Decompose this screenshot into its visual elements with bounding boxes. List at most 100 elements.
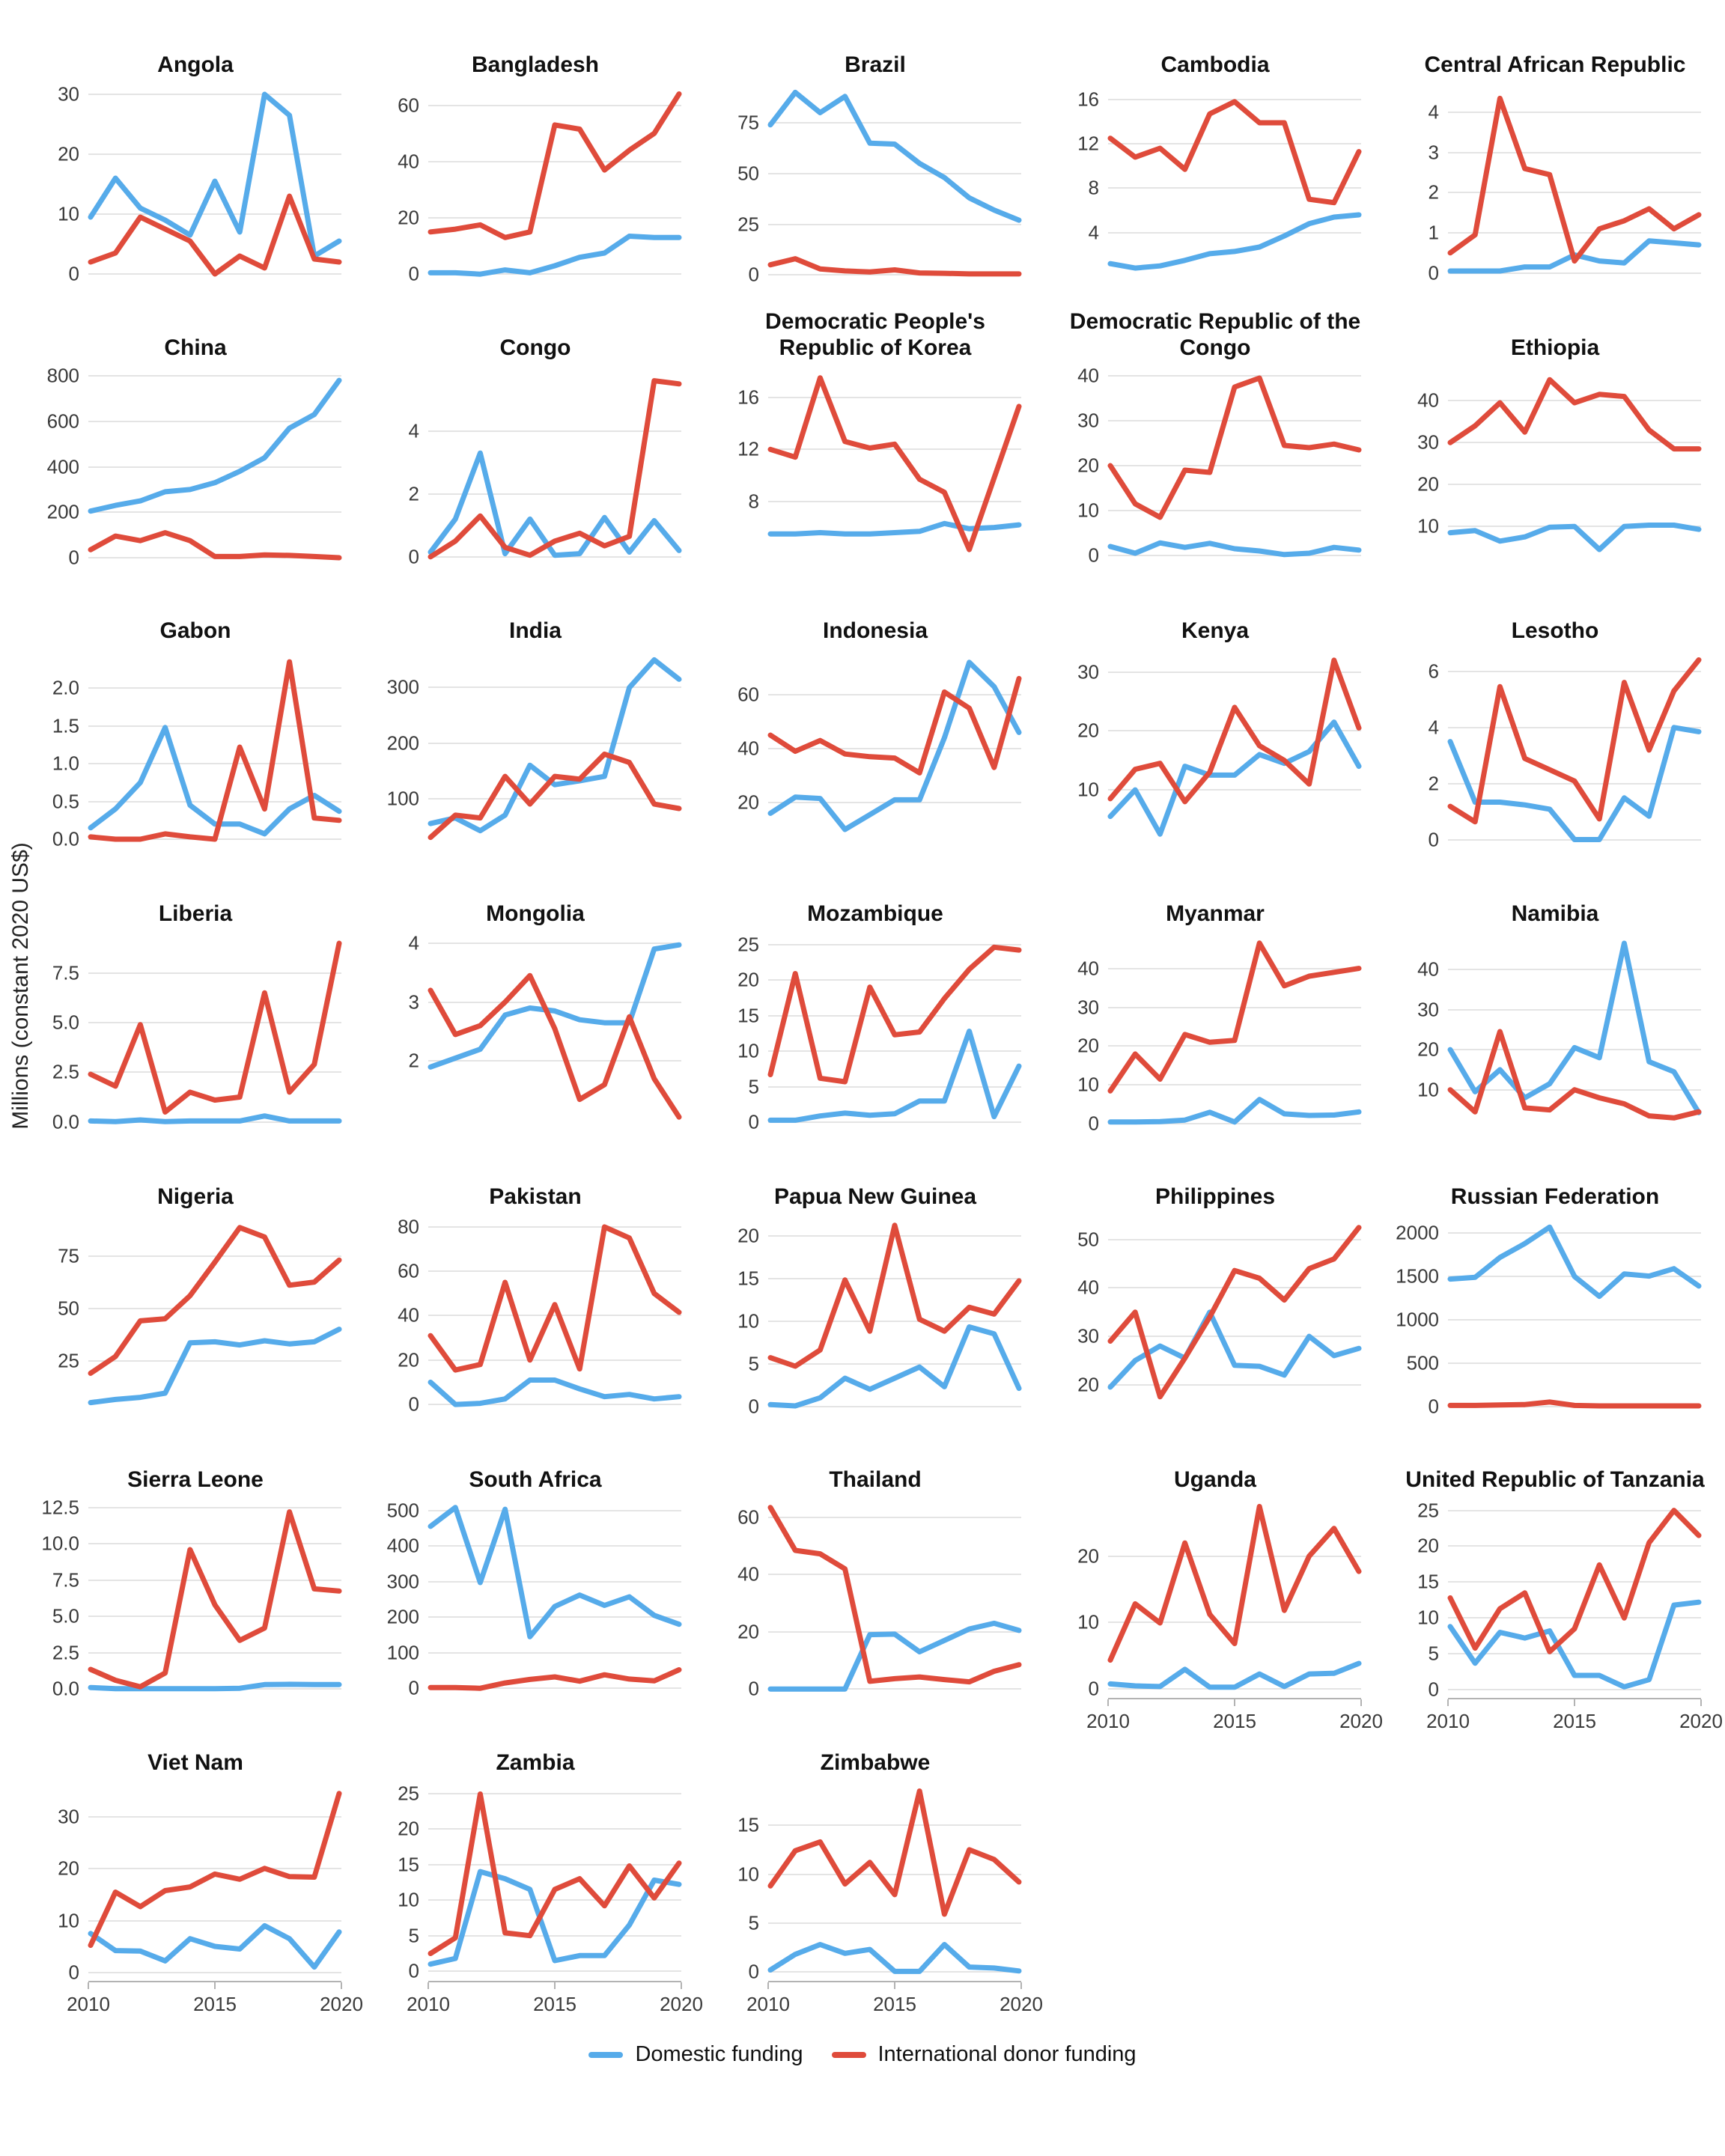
legend: Domestic funding International donor fund… (0, 2042, 1725, 2067)
international-donor-funding-line (428, 1667, 682, 1691)
gridline (88, 1071, 341, 1074)
gridline (1108, 1555, 1361, 1557)
line-chart (1447, 377, 1702, 552)
y-tick-label: 12 (737, 437, 759, 460)
gridline (1448, 272, 1701, 274)
y-tick-label: 20 (737, 791, 759, 814)
y-tick-label: 2.0 (52, 676, 79, 699)
y-tick-label: 5 (408, 1924, 419, 1947)
domestic-funding-line (1107, 212, 1362, 271)
panel-plot: 0 5 10 15 20 25 2010 2015 2020 (398, 1782, 703, 2015)
y-tick-label: 30 (58, 1805, 79, 1828)
gridline (428, 1001, 681, 1003)
domestic-funding-line (428, 942, 682, 1070)
chart-panel: United Republic of Tanzania 0 5 10 15 20 25 201… (1385, 1428, 1725, 1732)
gridline (88, 1359, 341, 1362)
gridline (88, 375, 341, 377)
domestic-funding-line (767, 520, 1022, 537)
gridline (428, 1404, 681, 1406)
x-tick-mark (681, 1982, 682, 1989)
panel-plot: 0.0 0.5 1.0 1.5 2.0 (52, 654, 342, 850)
y-tick-label: 10 (58, 1909, 79, 1931)
panel-title: Cambodia (1160, 52, 1270, 77)
line-chart (767, 660, 1022, 832)
y-tick-label: 25 (58, 1349, 79, 1372)
x-axis-line: 2010 2015 2020 (407, 1981, 703, 2015)
panel-title: Gabon (159, 618, 231, 643)
y-tick-label: 2 (408, 482, 419, 505)
y-tick-label: 50 (1077, 1228, 1099, 1251)
y-tick-label: 30 (1077, 1324, 1099, 1348)
gridline (768, 1517, 1021, 1519)
x-tick-mark (767, 1982, 769, 1989)
chart-panel: South Africa 0 100 200 300 400 500 (365, 1428, 705, 1711)
chart-panel: Kenya 10 20 30 (1045, 579, 1385, 862)
international-donor-funding-line (1107, 1503, 1362, 1663)
y-tick-label: 400 (46, 455, 79, 478)
y-tick-label: 10 (1077, 1073, 1099, 1096)
x-tick-mark (1700, 1699, 1702, 1706)
panel-title: Liberia (158, 901, 233, 926)
x-tick-mark (1447, 1699, 1449, 1706)
line-chart (428, 942, 682, 1120)
y-tick-label: 0 (408, 545, 419, 568)
line-chart (1447, 1224, 1702, 1409)
domestic-funding-line (88, 1681, 342, 1692)
y-tick-label: 5 (748, 1911, 759, 1934)
gridline (88, 1651, 341, 1654)
y-tick-label: 600 (46, 409, 79, 433)
panel-title: Indonesia (822, 618, 928, 643)
panel-plot: 10 20 30 (1077, 654, 1362, 843)
chart-panel: Democratic People's Republic of Korea 8 12… (705, 296, 1045, 579)
gridline (428, 1315, 681, 1317)
gridline (88, 466, 341, 468)
gridline (1108, 1006, 1361, 1008)
gridline (428, 493, 681, 495)
panel-title: Ethiopia (1510, 335, 1600, 360)
y-tick-label: 4 (408, 419, 419, 442)
y-tick-label: 0.0 (52, 1110, 79, 1133)
international-donor-funding-line (428, 378, 682, 560)
x-tick-label: 2015 (873, 1993, 916, 2015)
gridline (768, 223, 1021, 225)
gridline (88, 725, 341, 727)
y-tick-label: 25 (1417, 1499, 1439, 1522)
panel-plot: 0 5 10 15 20 25 2010 2015 2020 (1417, 1499, 1723, 1732)
y-tick-label: 20 (1077, 1544, 1099, 1568)
y-tick-label: 100 (386, 787, 419, 810)
international-donor-funding-line (88, 1509, 342, 1690)
gridline (768, 748, 1021, 749)
panel-title: Viet Nam (147, 1750, 243, 1775)
panel-plot: 0.0 2.5 5.0 7.5 (52, 937, 342, 1133)
y-tick-label: 10 (398, 1888, 419, 1911)
international-donor-funding-line (88, 1791, 342, 1949)
domestic-funding-line (428, 1505, 682, 1639)
y-tick-label: 7.5 (52, 1568, 79, 1592)
y-tick-label: 4 (1428, 100, 1439, 124)
gridline (1448, 1318, 1701, 1321)
line-chart (88, 1509, 342, 1692)
international-donor-funding-line (1447, 1508, 1702, 1654)
x-axis-line: 2010 2015 2020 (1086, 1698, 1383, 1732)
domestic-funding-line (428, 234, 682, 277)
y-tick-label: 500 (1406, 1351, 1439, 1374)
domestic-funding-line (1107, 1097, 1362, 1125)
international-donor-funding-line (767, 1222, 1022, 1369)
line-chart (88, 940, 342, 1124)
y-tick-label: 200 (46, 500, 79, 523)
gridline (428, 797, 681, 800)
panel-title: Sierra Leone (127, 1467, 264, 1492)
international-donor-funding-line (88, 530, 342, 561)
international-donor-funding-line (428, 1224, 682, 1373)
international-donor-funding-line (1447, 657, 1702, 825)
x-axis-line: 2010 2015 2020 (67, 1981, 363, 2015)
y-tick-label: 15 (398, 1853, 419, 1876)
y-tick-label: 10 (737, 1039, 759, 1062)
y-tick-label: 5 (748, 1352, 759, 1375)
panel-grid: Angola 0 10 20 30 Bangladesh 0 20 40 60 Brazil 0 25 5… (25, 13, 1725, 2015)
international-donor-funding-line (767, 375, 1022, 552)
y-tick-label: 20 (58, 142, 79, 165)
line-chart (1447, 657, 1702, 842)
y-tick-label: 0 (1428, 1678, 1439, 1701)
y-tick-label: 30 (1417, 430, 1439, 454)
